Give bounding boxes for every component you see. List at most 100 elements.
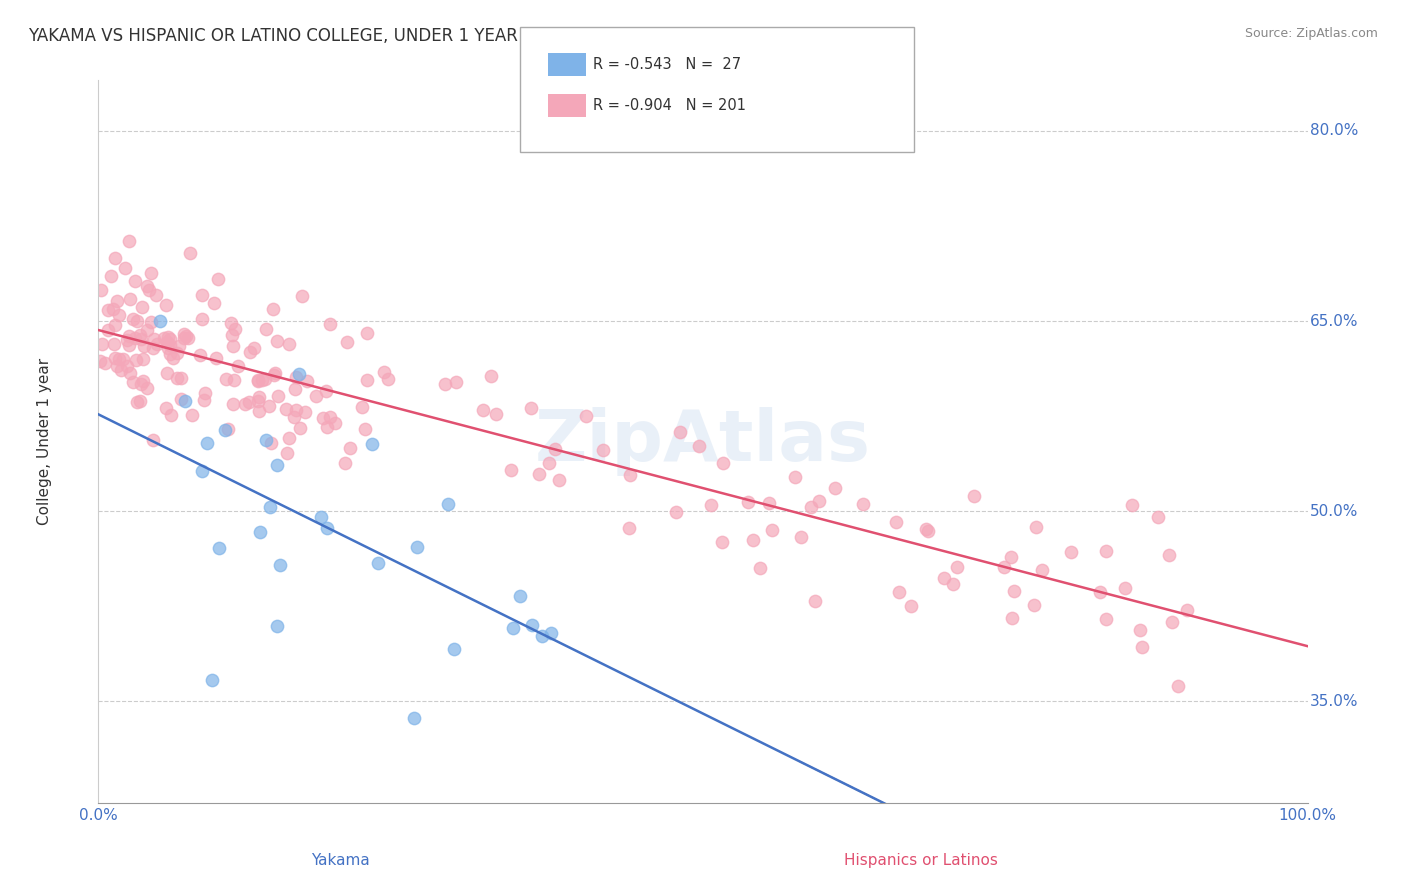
Point <box>202 295 225 310</box>
Point <box>195 435 218 450</box>
Point <box>917 524 939 538</box>
Point <box>118 292 141 306</box>
Point <box>592 443 614 458</box>
Text: R = -0.904   N = 201: R = -0.904 N = 201 <box>593 98 747 112</box>
Text: Yakama: Yakama <box>311 854 370 869</box>
Point <box>269 558 291 572</box>
Point <box>339 441 361 455</box>
Point <box>155 298 177 312</box>
Point <box>156 341 179 355</box>
Point <box>742 533 765 548</box>
Point <box>246 374 269 388</box>
Point <box>222 373 245 387</box>
Point <box>162 351 184 366</box>
Point <box>284 382 307 396</box>
Point <box>356 373 378 387</box>
Point <box>502 621 524 635</box>
Point <box>354 422 377 436</box>
Point <box>180 409 202 423</box>
Point <box>114 260 136 275</box>
Point <box>224 322 246 336</box>
Point <box>222 397 245 411</box>
Text: 80.0%: 80.0% <box>1310 123 1358 138</box>
Point <box>97 323 120 337</box>
Point <box>276 401 298 416</box>
Point <box>785 470 807 484</box>
Point <box>433 376 456 391</box>
Point <box>309 510 332 524</box>
Point <box>190 464 212 478</box>
Point <box>688 439 710 453</box>
Point <box>529 467 551 481</box>
Point <box>1001 611 1024 625</box>
Point <box>217 422 239 436</box>
Point <box>446 376 468 390</box>
Point <box>115 333 138 347</box>
Point <box>135 278 157 293</box>
Point <box>946 560 969 574</box>
Point <box>544 442 567 456</box>
Point <box>377 372 399 386</box>
Point <box>1060 545 1083 559</box>
Point <box>153 330 176 344</box>
Point <box>233 397 256 411</box>
Point <box>668 425 690 439</box>
Point <box>100 269 122 284</box>
Point <box>538 456 561 470</box>
Point <box>122 376 145 390</box>
Point <box>711 456 734 470</box>
Point <box>105 293 128 308</box>
Point <box>170 371 193 385</box>
Point <box>226 359 249 373</box>
Point <box>194 386 217 401</box>
Point <box>288 420 311 434</box>
Point <box>242 342 264 356</box>
Point <box>104 252 127 266</box>
Point <box>884 515 907 529</box>
Point <box>103 336 125 351</box>
Point <box>101 302 124 317</box>
Point <box>91 337 114 351</box>
Point <box>291 289 314 303</box>
Point <box>132 352 155 367</box>
Point <box>105 359 128 374</box>
Point <box>520 401 543 415</box>
Point <box>1175 603 1198 617</box>
Point <box>142 341 165 355</box>
Point <box>319 317 342 331</box>
Point <box>319 409 342 424</box>
Point <box>173 327 195 342</box>
Point <box>406 540 429 554</box>
Point <box>259 436 281 450</box>
Text: YAKAMA VS HISPANIC OR LATINO COLLEGE, UNDER 1 YEAR CORRELATION CHART: YAKAMA VS HISPANIC OR LATINO COLLEGE, UN… <box>28 27 703 45</box>
Point <box>294 404 316 418</box>
Point <box>312 411 335 425</box>
Text: 50.0%: 50.0% <box>1310 504 1358 519</box>
Text: R = -0.543   N =  27: R = -0.543 N = 27 <box>593 57 741 71</box>
Point <box>136 323 159 337</box>
Point <box>333 456 356 470</box>
Point <box>1129 623 1152 637</box>
Point <box>166 345 188 359</box>
Point <box>934 571 956 585</box>
Point <box>700 498 723 512</box>
Point <box>266 334 288 348</box>
Point <box>540 626 562 640</box>
Point <box>254 433 277 447</box>
Text: 35.0%: 35.0% <box>1310 694 1358 709</box>
Point <box>323 417 346 431</box>
Point <box>295 375 318 389</box>
Point <box>276 446 298 460</box>
Point <box>1159 549 1181 563</box>
Point <box>94 356 117 370</box>
Point <box>208 541 231 556</box>
Point <box>107 352 129 367</box>
Point <box>170 392 193 407</box>
Point <box>222 339 245 353</box>
Point <box>808 494 831 508</box>
Point <box>1000 549 1022 564</box>
Point <box>436 497 458 511</box>
Point <box>266 458 288 472</box>
Point <box>112 352 135 367</box>
Point <box>188 348 211 362</box>
